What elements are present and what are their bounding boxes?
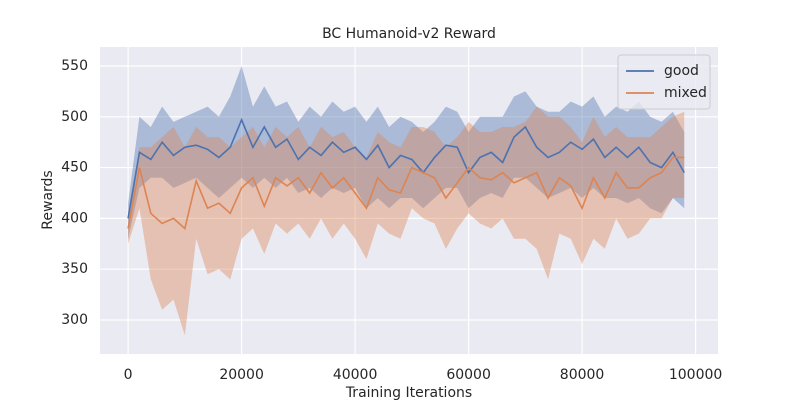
y-tick-label: 300 (61, 312, 88, 328)
x-tick-label: 60000 (446, 367, 491, 383)
line (127, 156, 685, 231)
y-tick-label: 400 (61, 210, 88, 226)
line (127, 117, 685, 219)
y-tick-label: 450 (61, 160, 88, 176)
legend-label: mixed (664, 85, 707, 101)
plot-area (100, 47, 718, 354)
confidence-band (128, 106, 685, 336)
y-tick-label: 500 (61, 109, 88, 125)
y-tick-label: 550 (61, 58, 88, 74)
legend-label: good (664, 63, 699, 79)
x-tick-label: 80000 (560, 367, 605, 383)
y-axis-label: Rewards (40, 170, 56, 229)
legend-box (617, 54, 711, 110)
chart-title: BC Humanoid-v2 Reward (322, 26, 496, 42)
x-axis-label: Training Iterations (345, 385, 472, 400)
x-tick-label: 0 (124, 367, 133, 383)
x-tick-label: 100000 (669, 367, 722, 383)
y-tick-label: 350 (61, 261, 88, 277)
confidence-band (128, 65, 685, 239)
x-tick-label: 40000 (333, 367, 378, 383)
x-tick-label: 20000 (219, 367, 264, 383)
